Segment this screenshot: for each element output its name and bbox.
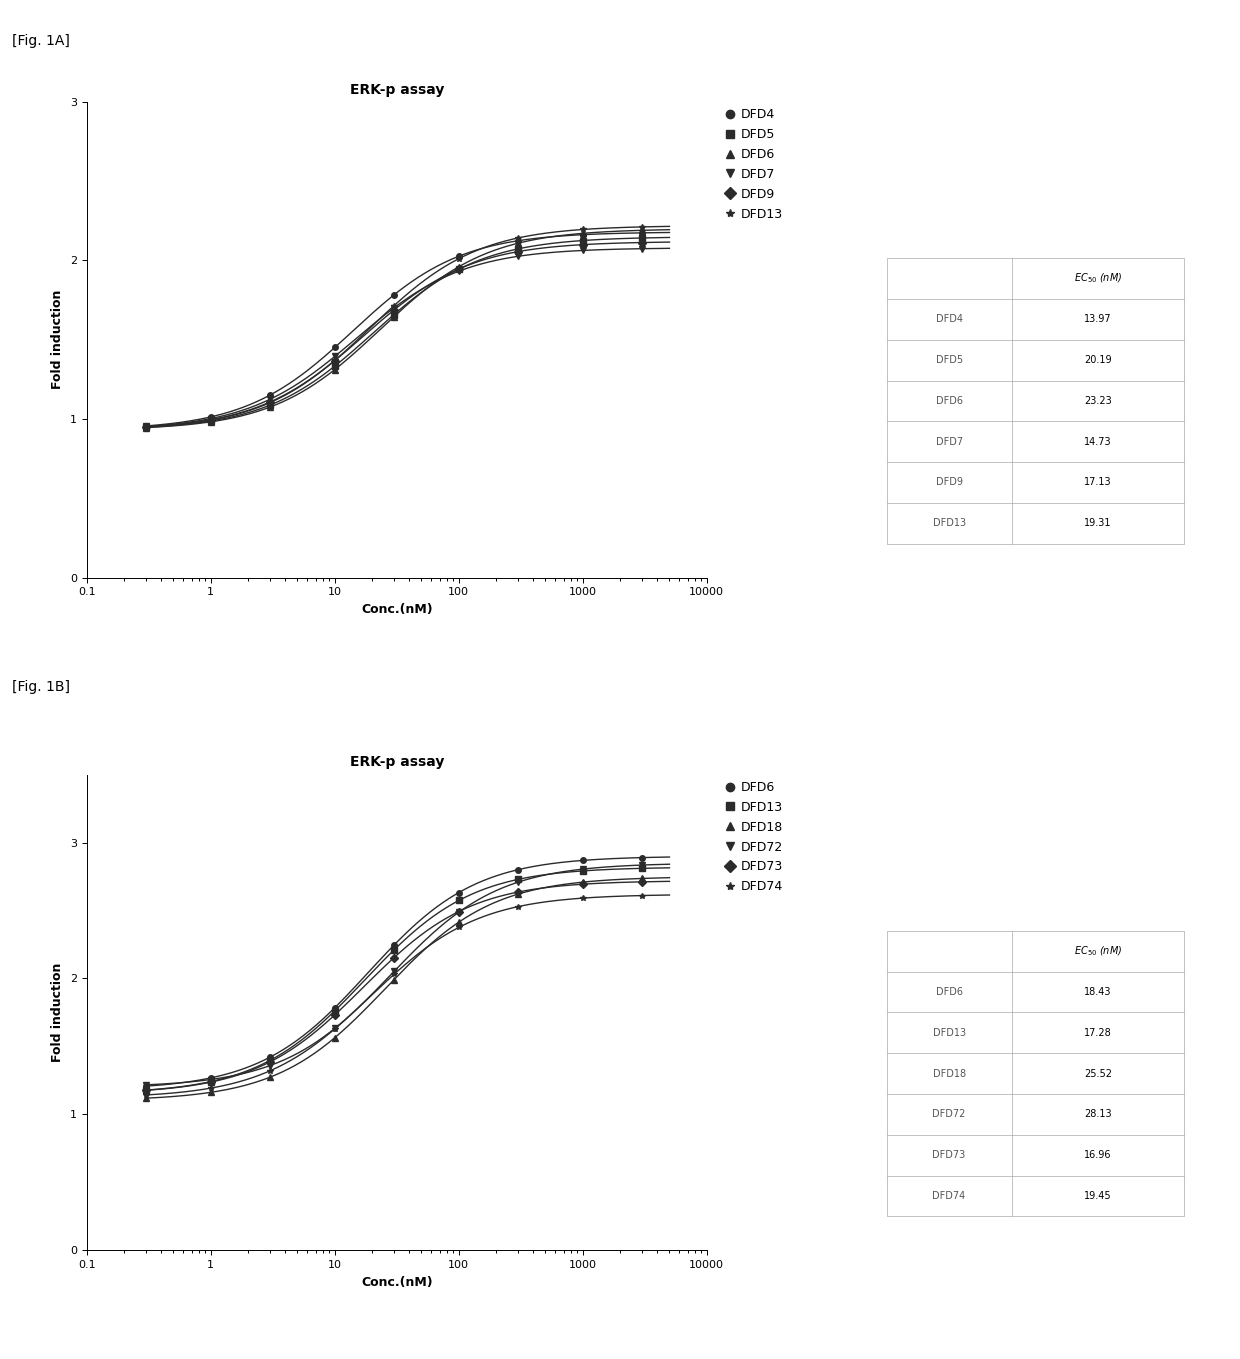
Text: DFD7: DFD7 (935, 436, 962, 447)
Text: DFD9: DFD9 (936, 477, 962, 488)
Text: DFD74: DFD74 (932, 1190, 966, 1201)
Text: 19.45: 19.45 (1084, 1190, 1112, 1201)
Text: 18.43: 18.43 (1084, 987, 1111, 998)
Text: DFD6: DFD6 (936, 395, 962, 406)
Text: EC$_{50}$ (nM): EC$_{50}$ (nM) (1074, 272, 1122, 285)
Text: 19.31: 19.31 (1084, 518, 1111, 529)
Text: [Fig. 1A]: [Fig. 1A] (12, 34, 71, 48)
Text: 13.97: 13.97 (1084, 314, 1112, 325)
Text: DFD18: DFD18 (932, 1068, 966, 1079)
Text: DFD72: DFD72 (932, 1109, 966, 1120)
Text: 16.96: 16.96 (1084, 1150, 1111, 1161)
Text: 28.13: 28.13 (1084, 1109, 1112, 1120)
Y-axis label: Fold induction: Fold induction (51, 962, 64, 1063)
Text: [Fig. 1B]: [Fig. 1B] (12, 680, 71, 693)
Text: DFD6: DFD6 (936, 987, 962, 998)
X-axis label: Conc.(nM): Conc.(nM) (361, 603, 433, 616)
Title: ERK-p assay: ERK-p assay (350, 756, 444, 769)
Text: DFD73: DFD73 (932, 1150, 966, 1161)
Legend: DFD6, DFD13, DFD18, DFD72, DFD73, DFD74: DFD6, DFD13, DFD18, DFD72, DFD73, DFD74 (725, 781, 782, 893)
Text: DFD13: DFD13 (932, 518, 966, 529)
Y-axis label: Fold induction: Fold induction (51, 289, 64, 390)
Text: 25.52: 25.52 (1084, 1068, 1112, 1079)
Text: DFD4: DFD4 (936, 314, 962, 325)
Text: DFD5: DFD5 (935, 355, 962, 366)
Text: 23.23: 23.23 (1084, 395, 1112, 406)
Text: 20.19: 20.19 (1084, 355, 1112, 366)
Text: EC$_{50}$ (nM): EC$_{50}$ (nM) (1074, 945, 1122, 958)
Title: ERK-p assay: ERK-p assay (350, 83, 444, 96)
Text: 17.28: 17.28 (1084, 1027, 1112, 1038)
Legend: DFD4, DFD5, DFD6, DFD7, DFD9, DFD13: DFD4, DFD5, DFD6, DFD7, DFD9, DFD13 (725, 109, 782, 220)
Text: DFD13: DFD13 (932, 1027, 966, 1038)
Text: 17.13: 17.13 (1084, 477, 1112, 488)
Text: 14.73: 14.73 (1084, 436, 1112, 447)
X-axis label: Conc.(nM): Conc.(nM) (361, 1276, 433, 1288)
